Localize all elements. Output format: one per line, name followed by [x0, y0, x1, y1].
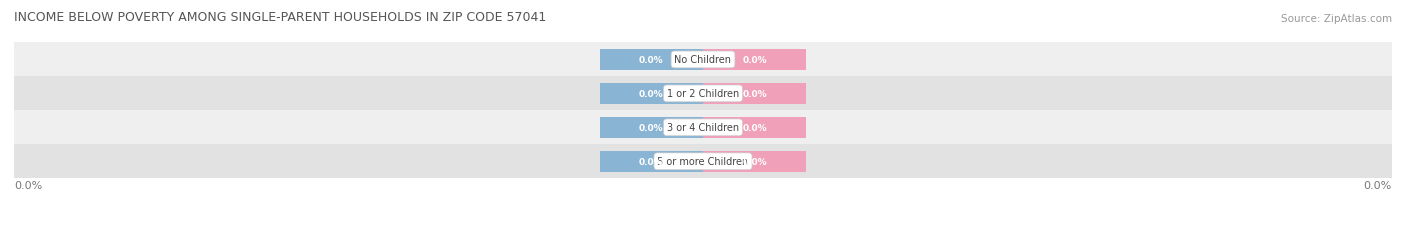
Text: 3 or 4 Children: 3 or 4 Children	[666, 123, 740, 133]
Text: 0.0%: 0.0%	[742, 56, 768, 65]
Text: 5 or more Children: 5 or more Children	[658, 157, 748, 167]
Text: 0.0%: 0.0%	[638, 157, 664, 166]
Text: 0.0%: 0.0%	[742, 89, 768, 98]
Text: 0.0%: 0.0%	[742, 123, 768, 132]
Text: 0.0%: 0.0%	[1364, 180, 1392, 191]
Text: 0.0%: 0.0%	[638, 56, 664, 65]
Text: 0.0%: 0.0%	[742, 157, 768, 166]
Bar	[599, 151, 703, 172]
Text: Source: ZipAtlas.com: Source: ZipAtlas.com	[1281, 14, 1392, 24]
Bar	[14, 77, 1392, 111]
Bar	[14, 111, 1392, 145]
Text: 0.0%: 0.0%	[638, 89, 664, 98]
Bar	[703, 117, 807, 138]
Bar	[14, 145, 1392, 179]
Bar	[599, 117, 703, 138]
Bar	[703, 83, 807, 104]
Text: No Children: No Children	[675, 55, 731, 65]
Bar	[14, 43, 1392, 77]
Text: 0.0%: 0.0%	[638, 123, 664, 132]
Text: INCOME BELOW POVERTY AMONG SINGLE-PARENT HOUSEHOLDS IN ZIP CODE 57041: INCOME BELOW POVERTY AMONG SINGLE-PARENT…	[14, 11, 547, 24]
Text: 1 or 2 Children: 1 or 2 Children	[666, 89, 740, 99]
Bar	[703, 151, 807, 172]
Bar	[703, 50, 807, 71]
Bar	[599, 50, 703, 71]
Bar	[599, 83, 703, 104]
Text: 0.0%: 0.0%	[14, 180, 42, 191]
